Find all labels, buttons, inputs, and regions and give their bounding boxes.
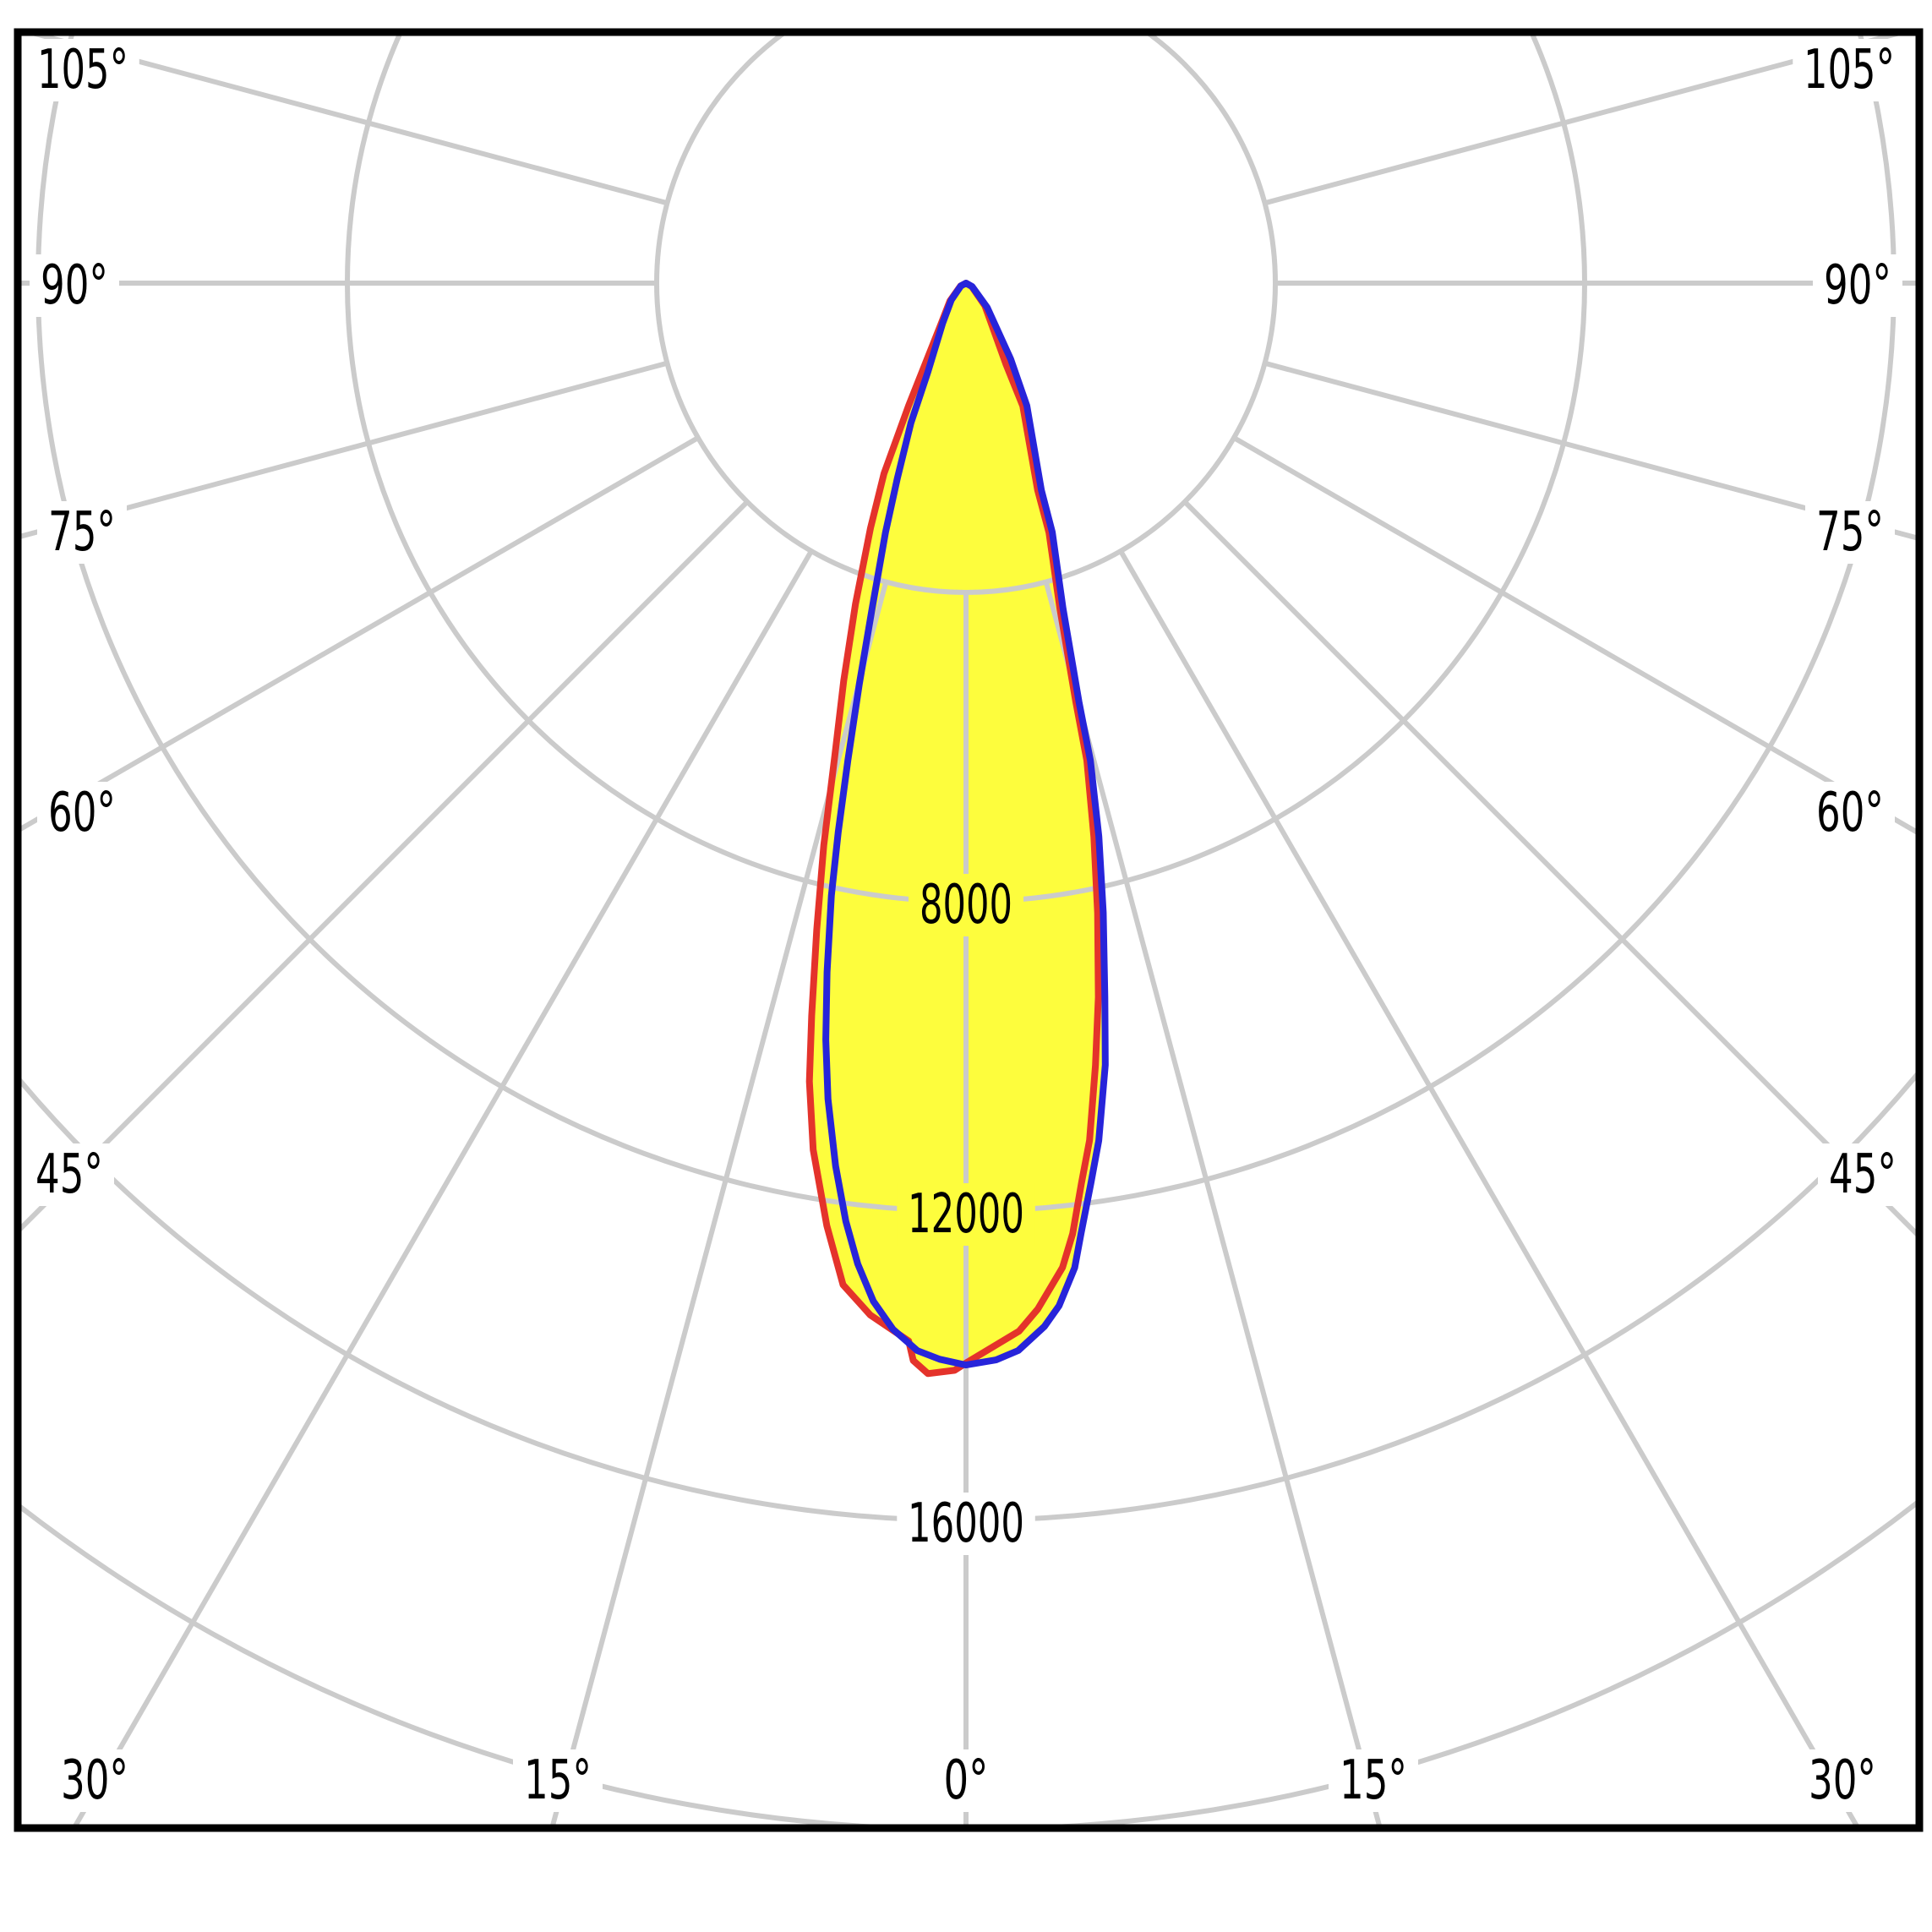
angle-label-bottom-4-30°: 30° <box>1809 1749 1876 1812</box>
angle-label-bottom-4-30°-mask <box>1798 1749 1887 1812</box>
angle-label-left-60°: 60° <box>48 782 116 844</box>
grid-ray-105deg-left <box>33 35 669 206</box>
radial-label-8000-mask <box>909 874 1023 936</box>
angle-label-bottom-3-15°: 15° <box>1340 1749 1407 1812</box>
grid-ray-60deg-left <box>21 435 700 832</box>
angle-label-left-105°: 105° <box>37 39 128 101</box>
curve-C90-C270 <box>822 280 1109 1369</box>
grid-ray-30deg-right <box>1118 549 1859 1825</box>
grid-ray-105deg-right <box>1263 35 1899 206</box>
angle-label-bottom-1-15°: 15° <box>524 1749 592 1812</box>
radial-label-12000-mask <box>897 1183 1035 1246</box>
angle-label-left-60°-mask <box>37 782 127 844</box>
angle-label-right-60°-mask <box>1805 782 1895 844</box>
angle-label-left-75°-mask <box>37 501 127 564</box>
angle-label-right-90°: 90° <box>1824 254 1891 317</box>
angle-label-left-45°-mask <box>25 1143 114 1206</box>
radial-label-8000: 8000 <box>920 874 1012 936</box>
radial-label-16000-mask <box>897 1493 1035 1555</box>
angle-label-left-45°: 45° <box>35 1143 103 1206</box>
angle-label-right-90°-mask <box>1813 254 1902 317</box>
grid-ray-15deg-left <box>550 581 889 1825</box>
angle-label-left-90°-mask <box>30 254 119 317</box>
angle-label-left-90°: 90° <box>41 254 108 317</box>
grid-ray-75deg-left <box>21 360 669 539</box>
angle-label-right-45°: 45° <box>1829 1143 1897 1206</box>
angle-label-right-45°-mask <box>1818 1143 1907 1206</box>
angle-label-bottom-1-15°-mask <box>513 1749 603 1812</box>
angle-label-bottom-3-15°-mask <box>1329 1749 1418 1812</box>
radial-label-16000: 16000 <box>908 1493 1024 1555</box>
plot-frame <box>14 28 1924 1832</box>
angle-label-bottom-0-30°-mask <box>50 1749 139 1812</box>
radial-label-12000: 12000 <box>908 1183 1024 1246</box>
angle-label-left-75°: 75° <box>48 501 116 564</box>
angle-label-bottom-0-30°: 30° <box>61 1749 128 1812</box>
angle-label-right-60°: 60° <box>1816 782 1884 844</box>
grid-ray-75deg-right <box>1263 360 1916 541</box>
angle-label-right-105°-mask <box>1793 39 1906 101</box>
angle-label-right-75°: 75° <box>1816 501 1884 564</box>
angle-label-bottom-2-0°: 0° <box>944 1749 989 1812</box>
angle-label-left-105°-mask <box>26 39 139 101</box>
angle-label-right-105°: 105° <box>1804 39 1895 101</box>
angle-label-right-75°-mask <box>1805 501 1895 564</box>
grid-ray-60deg-right <box>1232 435 1916 835</box>
grid-ray-30deg-left <box>73 549 814 1825</box>
angle-label-bottom-2-0°-mask <box>932 1749 1000 1812</box>
grid-ray-15deg-right <box>1043 581 1382 1825</box>
